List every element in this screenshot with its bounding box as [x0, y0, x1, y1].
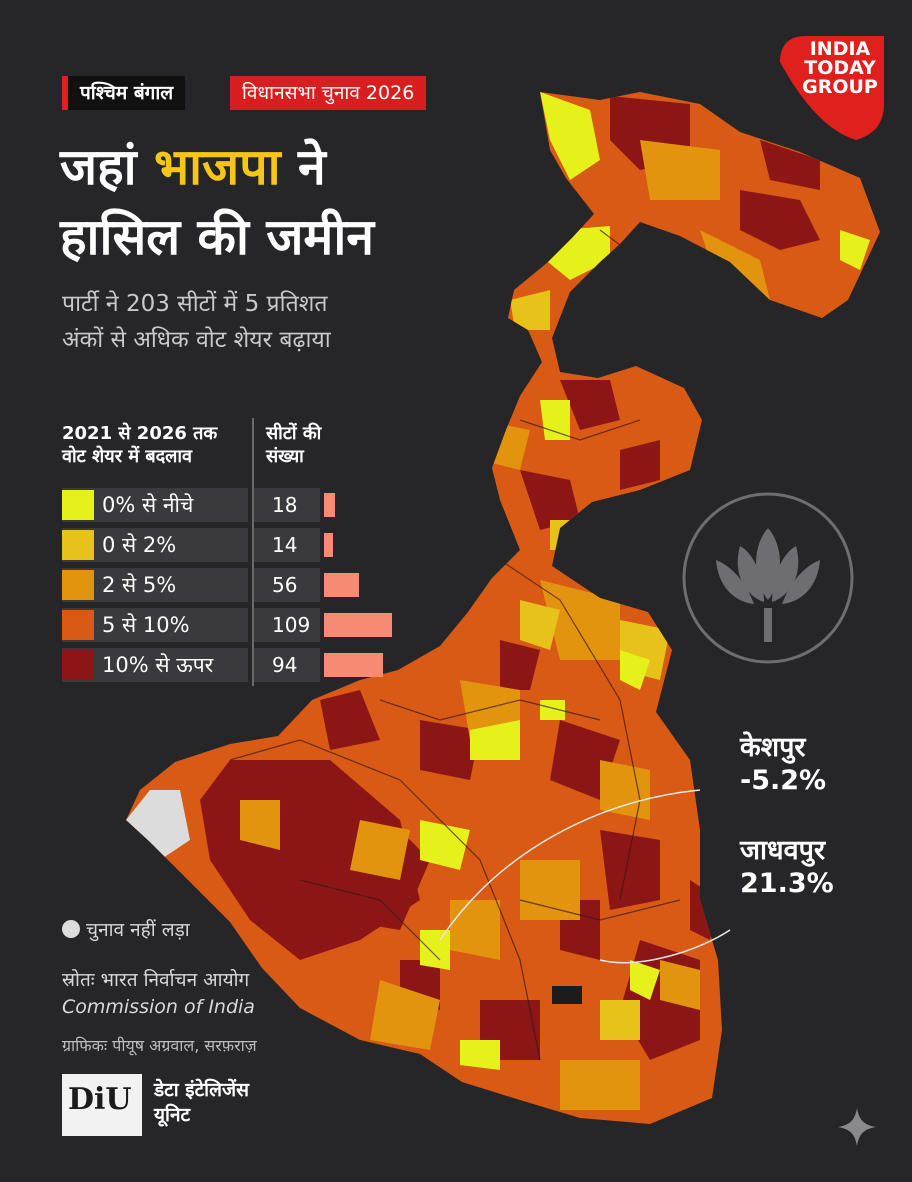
callout-jadavpur-name: जाधवपुर	[740, 835, 826, 866]
logo-line-today: TODAY	[804, 57, 876, 79]
legend-header-left-line2: वोट शेयर में बदलाव	[62, 446, 193, 468]
legend-swatch	[62, 490, 94, 520]
subtitle-line-2: अंकों से अधिक वोट शेयर बढ़ाया	[62, 327, 331, 353]
source-line-2: Commission of India	[62, 996, 255, 1018]
subtitle-line-1: पार्टी ने 203 सीटों में 5 प्रतिशत	[62, 291, 328, 317]
legend-swatch	[62, 530, 94, 560]
election-tag: विधानसभा चुनाव 2026	[230, 76, 427, 110]
legend-swatch	[62, 570, 94, 600]
diu-name: डेटा इंटेलिजेंस यूनिट	[154, 1078, 249, 1127]
legend-row: 0 से 2% 14	[62, 528, 398, 562]
legend-label: 2 से 5%	[102, 573, 177, 597]
not-contested-dot	[62, 920, 80, 938]
legend-divider	[252, 418, 254, 686]
legend-label: 0% से नीचे	[102, 493, 194, 517]
logo-line-india: INDIA	[809, 38, 871, 60]
not-contested-label: चुनाव नहीं लड़ा	[86, 919, 190, 941]
legend-label: 5 से 10%	[102, 613, 190, 637]
diu-logo-text: DiU	[68, 1082, 132, 1117]
title-accent-bjp: भाजपा	[154, 138, 281, 196]
legend-header-right: सीटों की संख्या	[266, 422, 321, 469]
sparkle-icon	[838, 1108, 876, 1146]
india-today-logo	[780, 36, 884, 140]
legend-swatch	[62, 610, 94, 640]
legend-count: 14	[272, 533, 298, 557]
legend-bar	[324, 493, 335, 517]
logo-line-group: GROUP	[802, 76, 878, 98]
legend-count-bg	[254, 568, 320, 602]
diu-name-line2: यूनिट	[154, 1103, 191, 1126]
legend-count-bg	[254, 608, 320, 642]
title-line-2: हासिल की जमीन	[60, 208, 375, 266]
source-line-1: स्रोतः भारत निर्वाचन आयोग	[62, 969, 250, 991]
diu-name-line1: डेटा इंटेलिजेंस	[154, 1079, 249, 1101]
title-part-a: जहां	[60, 138, 155, 196]
legend-swatch	[62, 650, 94, 680]
legend-label: 10% से ऊपर	[102, 653, 214, 677]
lotus-icon	[682, 492, 854, 664]
title-part-b: ने	[280, 138, 326, 196]
graphic-credit: ग्राफिकः पीयूष अग्रवाल, सरफ़राज़	[62, 1036, 257, 1055]
legend-count-bg	[254, 488, 320, 522]
title-line-1: जहां भाजपा ने	[60, 142, 326, 192]
diu-logo: DiU	[62, 1074, 142, 1136]
india-today-logo-text: INDIA TODAY GROUP	[798, 40, 882, 97]
legend-header-right-line2: संख्या	[266, 446, 304, 468]
legend-row: 10% से ऊपर 94	[62, 648, 398, 682]
legend-count: 94	[272, 653, 298, 677]
legend-header-left-line1: 2021 से 2026 तक	[62, 423, 218, 444]
legend-count: 18	[272, 493, 298, 517]
region-tag: पश्चिम बंगाल	[62, 76, 186, 110]
legend-row: 0% से नीचे 18	[62, 488, 398, 522]
legend-row: 5 से 10% 109	[62, 608, 398, 642]
legend-bar	[324, 533, 333, 557]
legend-label: 0 से 2%	[102, 533, 177, 557]
callout-jadavpur-value: 21.3%	[740, 868, 834, 899]
legend-bar	[324, 653, 383, 677]
legend-count-bg	[254, 528, 320, 562]
legend-count-bg	[254, 648, 320, 682]
legend-header-left: 2021 से 2026 तक वोट शेयर में बदलाव	[62, 422, 217, 469]
legend-bar	[324, 573, 359, 597]
callout-keshpur-name: केशपुर	[740, 732, 806, 763]
callout-keshpur-value: -5.2%	[740, 765, 827, 796]
legend-count: 109	[272, 613, 311, 637]
legend-bar	[324, 613, 392, 637]
legend-header-right-line1: सीटों की	[266, 423, 322, 444]
legend-row: 2 से 5% 56	[62, 568, 398, 602]
legend-count: 56	[272, 573, 298, 597]
